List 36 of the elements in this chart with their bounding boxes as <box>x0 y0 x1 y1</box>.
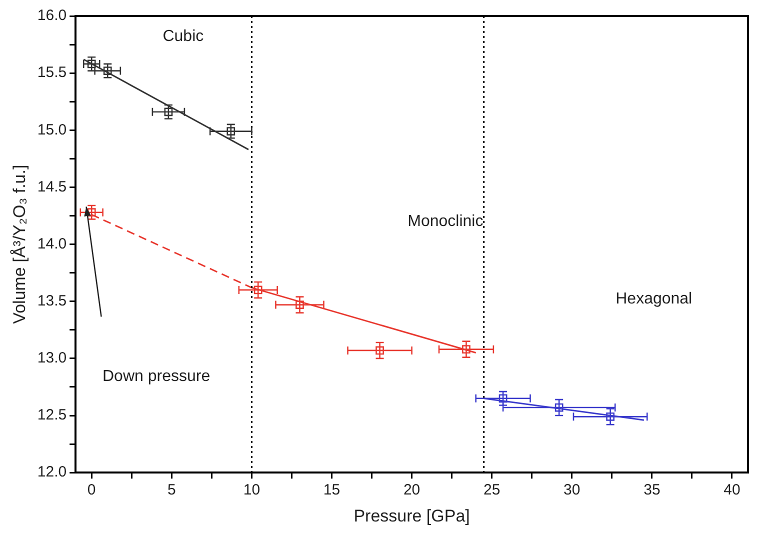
annotation: Monoclinic <box>408 212 484 230</box>
x-tick-label: 25 <box>484 482 500 499</box>
annotation: Cubic <box>162 28 204 45</box>
point <box>103 66 112 75</box>
x-tick-label: 0 <box>87 482 96 499</box>
x-tick-label: 40 <box>724 482 740 499</box>
y-tick-label: 13.5 <box>37 292 67 310</box>
point <box>606 412 615 421</box>
point <box>226 127 236 136</box>
point <box>296 300 304 309</box>
y-tick-label: 12.0 <box>37 464 67 481</box>
y-tick-label: 14.5 <box>37 178 67 196</box>
y-tick-label: 13.0 <box>37 350 67 367</box>
y-tick-label: 16.0 <box>37 7 67 24</box>
y-axis-title: Volume [Å³/Y₂O₃ f.u.] <box>10 164 29 324</box>
x-tick-label: 35 <box>644 482 660 499</box>
point <box>462 345 470 354</box>
x-tick-label: 30 <box>564 482 580 499</box>
x-tick-label: 5 <box>167 482 176 499</box>
x-tick-label: 15 <box>323 482 340 499</box>
y-tick-label: 15.0 <box>37 121 67 138</box>
point <box>87 208 96 217</box>
point <box>254 286 262 294</box>
point <box>164 108 173 116</box>
point <box>87 60 96 68</box>
x-tick-label: 20 <box>403 482 420 499</box>
point <box>376 346 384 355</box>
annotation: Hexagonal <box>616 290 692 308</box>
point <box>554 403 564 412</box>
annotation: Down pressure <box>102 368 210 386</box>
point <box>498 394 508 403</box>
x-axis-title: Pressure [GPa] <box>354 506 470 526</box>
y-tick-label: 15.5 <box>37 64 67 82</box>
y-tick-label: 12.5 <box>37 406 67 424</box>
y-tick-label: 14.0 <box>37 235 67 252</box>
x-tick-label: 10 <box>243 482 260 499</box>
